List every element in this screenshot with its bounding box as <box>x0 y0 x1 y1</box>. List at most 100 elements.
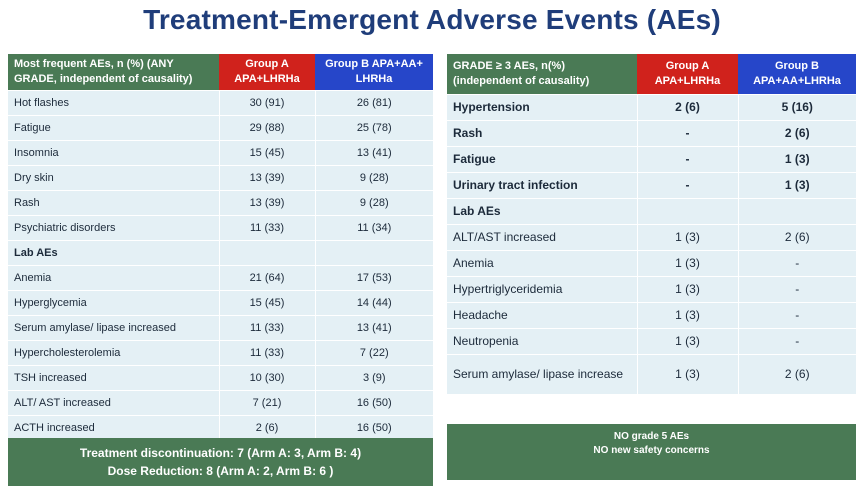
group-b-value: 25 (78) <box>314 115 433 141</box>
table-row: Fatigue -1 (3) <box>447 145 856 172</box>
row-label: Headache <box>447 301 637 328</box>
grade3-ae-table: GRADE ≥ 3 AEs, n(%) (independent of caus… <box>447 54 856 394</box>
group-a-value: 1 (3) <box>636 275 738 302</box>
table-row: Anemia 21 (64) 17 (53) <box>8 265 433 291</box>
group-b-value <box>314 240 433 266</box>
group-a-value: 21 (64) <box>218 265 315 291</box>
group-a-value: 13 (39) <box>218 165 315 191</box>
left-header-desc: Most frequent AEs, n (%) (ANY GRADE, ind… <box>8 54 219 91</box>
row-label: Insomnia <box>8 140 219 166</box>
row-label: Fatigue <box>447 145 637 172</box>
group-b-value <box>737 197 856 224</box>
table-row: Rash -2 (6) <box>447 119 856 146</box>
group-b-value: 2 (6) <box>737 353 856 394</box>
group-b-value: 1 (3) <box>737 171 856 198</box>
table-row: Headache 1 (3) - <box>447 301 856 328</box>
table-row: Hyperglycemia 15 (45) 14 (44) <box>8 290 433 316</box>
row-label: Urinary tract infection <box>447 171 637 198</box>
table-row: ALT/AST increased 1 (3) 2 (6) <box>447 223 856 250</box>
group-a-value: 7 (21) <box>218 390 315 416</box>
row-label: Anemia <box>447 249 637 276</box>
table-row: Hypertriglyceridemia 1 (3) - <box>447 275 856 302</box>
page-title: Treatment-Emergent Adverse Events (AEs) <box>143 4 721 35</box>
table-row: Urinary tract infection -1 (3) <box>447 171 856 198</box>
row-label: Hypertension <box>447 93 637 120</box>
right-header-desc: GRADE ≥ 3 AEs, n(%) (independent of caus… <box>447 54 637 94</box>
group-a-value <box>636 197 738 224</box>
group-a-value: 10 (30) <box>218 365 315 391</box>
row-label: TSH increased <box>8 365 219 391</box>
row-label: Hot flashes <box>8 90 219 116</box>
group-b-value: - <box>737 249 856 276</box>
table-row: Hypertension 2 (6) 5 (16) <box>447 93 856 120</box>
row-label: Neutropenia <box>447 327 637 354</box>
group-b-value: 9 (28) <box>314 165 433 191</box>
group-b-value: 16 (50) <box>314 390 433 416</box>
treatment-discontinuation-text: Treatment discontinuation: 7 (Arm A: 3, … <box>79 446 362 460</box>
row-label: Psychiatric disorders <box>8 215 219 241</box>
group-b-value: 7 (22) <box>314 340 433 366</box>
group-b-value: 17 (53) <box>314 265 433 291</box>
table-row: Anemia 1 (3) - <box>447 249 856 276</box>
group-b-value: 2 (6) <box>737 119 856 146</box>
row-label: Hypertriglyceridemia <box>447 275 637 302</box>
table-row: Psychiatric disorders 11 (33) 11 (34) <box>8 215 433 241</box>
group-a-value: 2 (6) <box>218 415 315 441</box>
left-header-group-b: Group B APA+AA+ LHRHa <box>315 54 433 91</box>
group-a-value: - <box>636 145 738 172</box>
table-row: Lab AEs <box>8 240 433 266</box>
row-label: Lab AEs <box>447 197 637 224</box>
row-label: Fatigue <box>8 115 219 141</box>
right-header-group-b: Group B APA+AA+LHRHa <box>738 54 856 94</box>
no-grade5-text: NO grade 5 AEs <box>613 431 690 442</box>
table-row: Serum amylase/ lipase increase 1 (3) 2 (6) <box>447 353 856 394</box>
row-label: Anemia <box>8 265 219 291</box>
table-row: Dry skin 13 (39) 9 (28) <box>8 165 433 191</box>
group-b-value: 2 (6) <box>737 223 856 250</box>
group-a-value <box>218 240 315 266</box>
group-a-value: 11 (33) <box>218 215 315 241</box>
row-label: Hyperglycemia <box>8 290 219 316</box>
table-row: TSH increased 10 (30) 3 (9) <box>8 365 433 391</box>
group-b-value: 9 (28) <box>314 190 433 216</box>
any-grade-ae-table: Most frequent AEs, n (%) (ANY GRADE, ind… <box>8 54 433 441</box>
table-row: Hot flashes 30 (91) 26 (81) <box>8 90 433 116</box>
row-label: Lab AEs <box>8 240 219 266</box>
group-a-value: 29 (88) <box>218 115 315 141</box>
group-b-value: - <box>737 275 856 302</box>
group-a-value: 1 (3) <box>636 301 738 328</box>
table-row: ALT/ AST increased 7 (21) 16 (50) <box>8 390 433 416</box>
group-a-value: 1 (3) <box>636 249 738 276</box>
row-label: Dry skin <box>8 165 219 191</box>
group-a-value: 1 (3) <box>636 353 738 394</box>
group-b-value: 3 (9) <box>314 365 433 391</box>
row-label: Serum amylase/ lipase increased <box>8 315 219 341</box>
table-row: Neutropenia 1 (3) - <box>447 327 856 354</box>
row-label: ACTH increased <box>8 415 219 441</box>
group-a-value: 30 (91) <box>218 90 315 116</box>
group-a-value: - <box>636 119 738 146</box>
row-label: ALT/ AST increased <box>8 390 219 416</box>
group-a-value: 1 (3) <box>636 327 738 354</box>
group-b-value: 5 (16) <box>737 93 856 120</box>
group-a-value: 1 (3) <box>636 223 738 250</box>
group-b-value: 11 (34) <box>314 215 433 241</box>
table-row: Serum amylase/ lipase increased 11 (33) 13… <box>8 315 433 341</box>
table-row: ACTH increased 2 (6) 16 (50) <box>8 415 433 441</box>
row-label: Rash <box>8 190 219 216</box>
left-header-group-a: Group A APA+LHRHa <box>219 54 315 91</box>
group-a-value: 13 (39) <box>218 190 315 216</box>
group-b-value: 13 (41) <box>314 140 433 166</box>
group-b-value: - <box>737 301 856 328</box>
group-a-value: 11 (33) <box>218 315 315 341</box>
group-a-value: - <box>636 171 738 198</box>
group-a-value: 15 (45) <box>218 140 315 166</box>
row-label: Serum amylase/ lipase increase <box>447 353 637 394</box>
group-b-value: 13 (41) <box>314 315 433 341</box>
group-b-value: 14 (44) <box>314 290 433 316</box>
group-b-value: 16 (50) <box>314 415 433 441</box>
group-b-value: 26 (81) <box>314 90 433 116</box>
left-footer-banner: Treatment discontinuation: 7 (Arm A: 3, … <box>8 438 433 486</box>
group-a-value: 15 (45) <box>218 290 315 316</box>
right-footer-banner: NO grade 5 AEs NO new safety concerns <box>447 424 856 480</box>
